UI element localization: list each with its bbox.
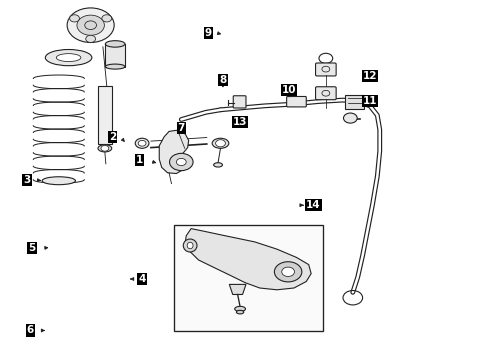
- Text: 5: 5: [28, 243, 35, 253]
- Text: 9: 9: [205, 28, 212, 38]
- FancyBboxPatch shape: [287, 96, 306, 107]
- Text: 2: 2: [109, 132, 116, 142]
- Ellipse shape: [98, 145, 112, 152]
- Ellipse shape: [42, 177, 75, 185]
- Ellipse shape: [105, 64, 125, 69]
- Text: 3: 3: [24, 175, 30, 185]
- Ellipse shape: [183, 239, 197, 252]
- Circle shape: [86, 35, 96, 42]
- Circle shape: [170, 153, 193, 171]
- Text: 7: 7: [177, 123, 185, 133]
- Text: 10: 10: [282, 85, 296, 95]
- Circle shape: [274, 262, 302, 282]
- Text: 8: 8: [220, 75, 226, 85]
- Circle shape: [102, 15, 112, 22]
- Ellipse shape: [214, 163, 222, 167]
- Text: 11: 11: [363, 96, 377, 106]
- Circle shape: [282, 267, 294, 276]
- Text: 12: 12: [363, 71, 377, 81]
- Bar: [345, 95, 364, 109]
- Text: 4: 4: [138, 274, 146, 284]
- Circle shape: [70, 15, 79, 22]
- Circle shape: [77, 15, 104, 35]
- Polygon shape: [185, 229, 311, 290]
- Polygon shape: [159, 130, 189, 174]
- Ellipse shape: [56, 54, 81, 62]
- Circle shape: [176, 158, 186, 166]
- Text: 13: 13: [233, 117, 247, 127]
- FancyBboxPatch shape: [316, 87, 336, 100]
- Circle shape: [101, 145, 109, 151]
- Ellipse shape: [105, 41, 125, 47]
- Ellipse shape: [187, 242, 193, 249]
- Circle shape: [343, 113, 357, 123]
- Ellipse shape: [212, 138, 229, 148]
- Ellipse shape: [45, 49, 92, 66]
- Circle shape: [138, 140, 146, 146]
- FancyBboxPatch shape: [316, 63, 336, 76]
- Circle shape: [216, 140, 225, 147]
- Ellipse shape: [236, 310, 244, 314]
- Ellipse shape: [135, 138, 149, 148]
- FancyBboxPatch shape: [233, 96, 246, 108]
- Bar: [105, 44, 125, 67]
- Text: 14: 14: [306, 200, 321, 210]
- Text: 6: 6: [27, 325, 34, 336]
- Polygon shape: [229, 284, 246, 294]
- Bar: [98, 86, 112, 144]
- Text: 1: 1: [136, 155, 143, 165]
- Bar: [174, 225, 323, 331]
- Circle shape: [67, 8, 114, 42]
- Ellipse shape: [235, 306, 245, 311]
